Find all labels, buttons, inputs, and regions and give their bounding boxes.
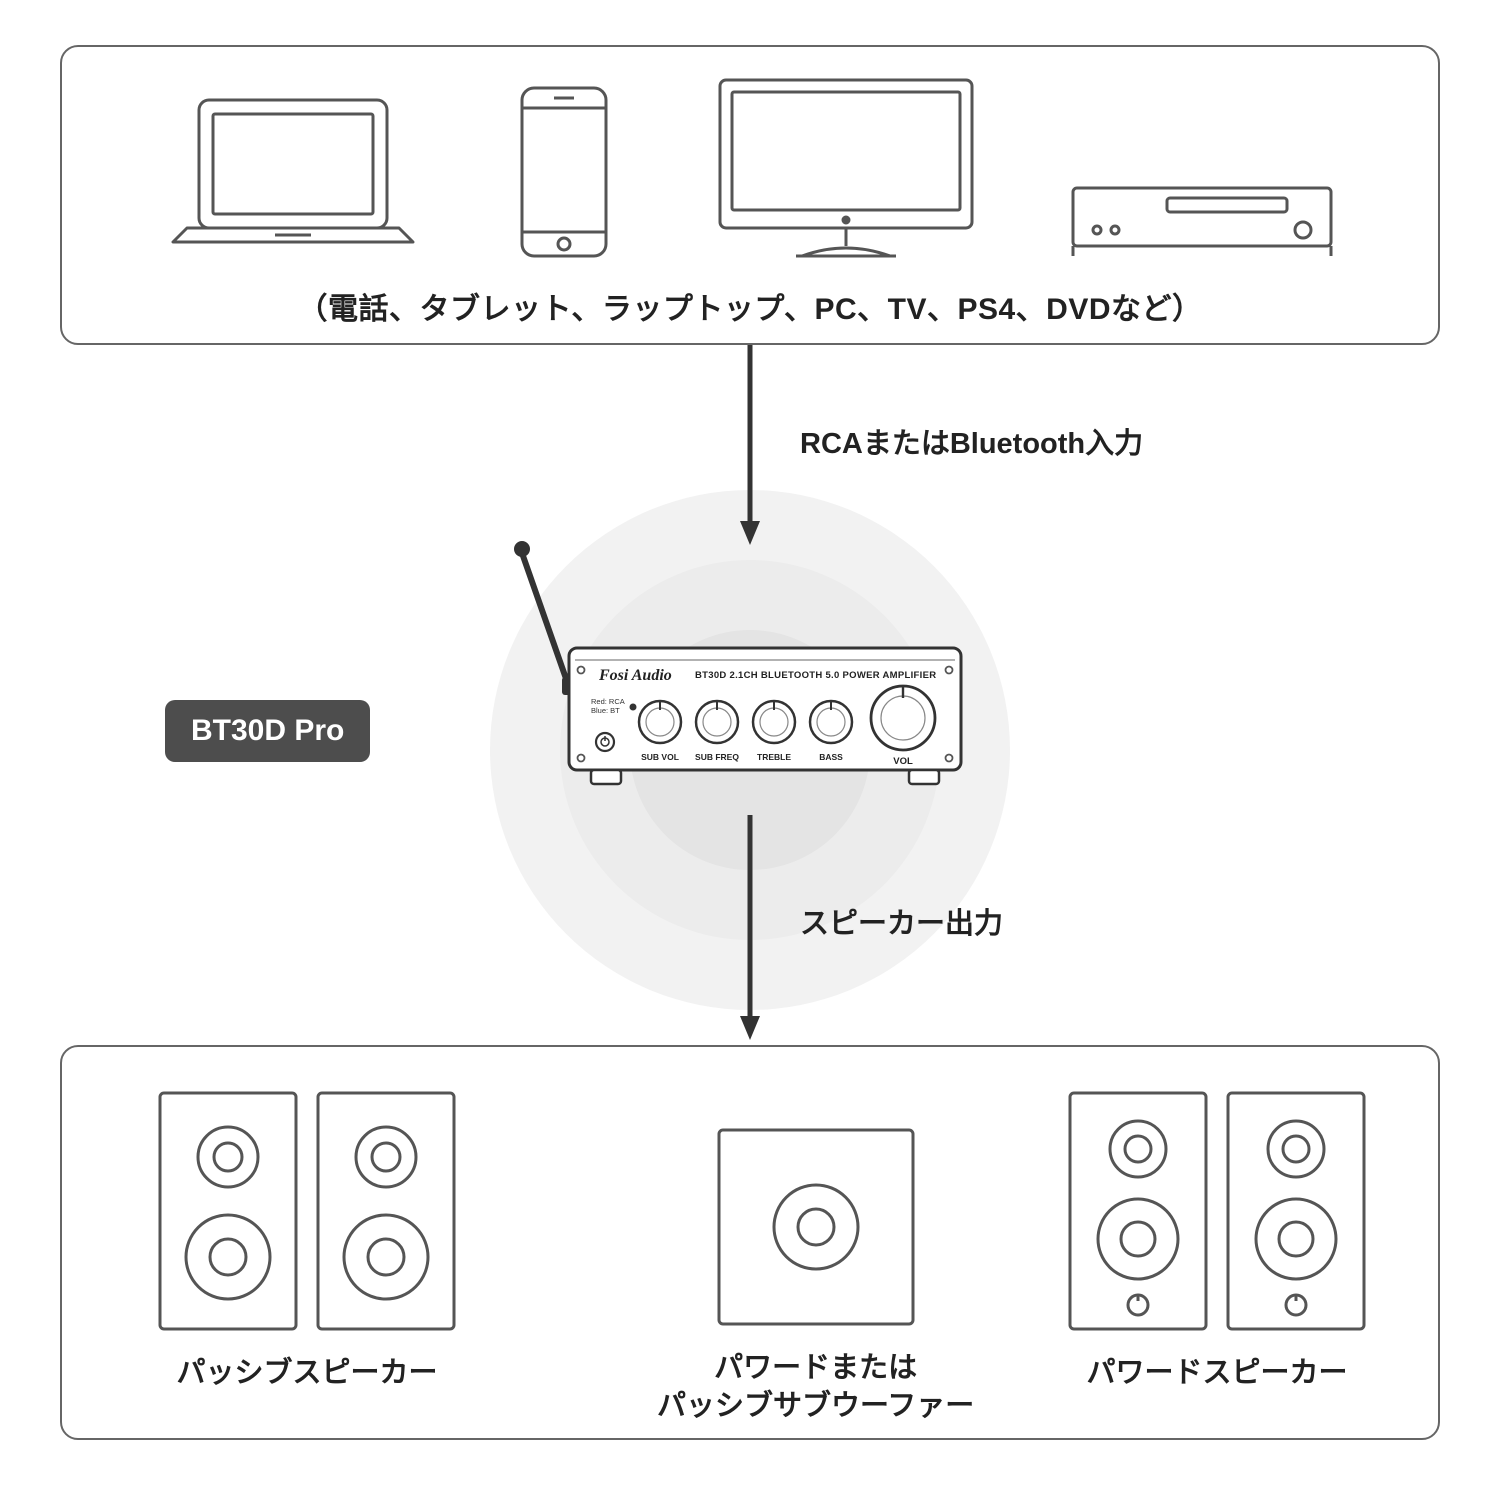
svg-text:SUB FREQ: SUB FREQ bbox=[695, 752, 739, 762]
player-icon bbox=[1067, 172, 1337, 262]
arrow-bottom bbox=[740, 815, 760, 1040]
amplifier: Fosi Audio BT30D 2.1CH BLUETOOTH 5.0 POW… bbox=[565, 640, 965, 795]
passive-speakers-label: パッシブスピーカー bbox=[176, 1355, 437, 1393]
arrow-bottom-label: スピーカー出力 bbox=[800, 900, 1003, 942]
product-badge: BT30D Pro bbox=[165, 700, 370, 762]
arrow-top-label: RCAまたはBluetooth入力 bbox=[800, 420, 1143, 462]
arrow-top bbox=[740, 345, 760, 545]
sources-row bbox=[62, 82, 1438, 262]
powered-speakers: パワードスピーカー bbox=[1062, 1087, 1372, 1393]
outputs-panel: パッシブスピーカー パワードまたは パッシブサブウーファー bbox=[60, 1045, 1440, 1440]
phone-icon bbox=[504, 82, 624, 262]
amp-brand: Fosi Audio bbox=[598, 667, 672, 684]
svg-text:SUB VOL: SUB VOL bbox=[641, 752, 679, 762]
subwoofer: パワードまたは パッシブサブウーファー bbox=[657, 1122, 974, 1425]
svg-text:Red: RCA: Red: RCA bbox=[591, 697, 625, 706]
svg-text:VOL: VOL bbox=[893, 756, 913, 767]
svg-text:Blue: BT: Blue: BT bbox=[591, 706, 620, 715]
amp-model: BT30D 2.1CH BLUETOOTH 5.0 POWER AMPLIFIE… bbox=[695, 670, 936, 681]
monitor-icon bbox=[706, 72, 986, 262]
passive-speakers: パッシブスピーカー bbox=[152, 1087, 462, 1393]
sources-caption: （電話、タブレット、ラップトップ、PC、TV、PS4、DVDなど） bbox=[297, 284, 1202, 328]
svg-text:BASS: BASS bbox=[819, 752, 843, 762]
sources-panel: （電話、タブレット、ラップトップ、PC、TV、PS4、DVDなど） bbox=[60, 45, 1440, 345]
laptop-icon bbox=[163, 92, 423, 262]
svg-text:TREBLE: TREBLE bbox=[757, 752, 791, 762]
powered-speakers-label: パワードスピーカー bbox=[1086, 1355, 1347, 1393]
subwoofer-label: パワードまたは パッシブサブウーファー bbox=[657, 1350, 974, 1425]
